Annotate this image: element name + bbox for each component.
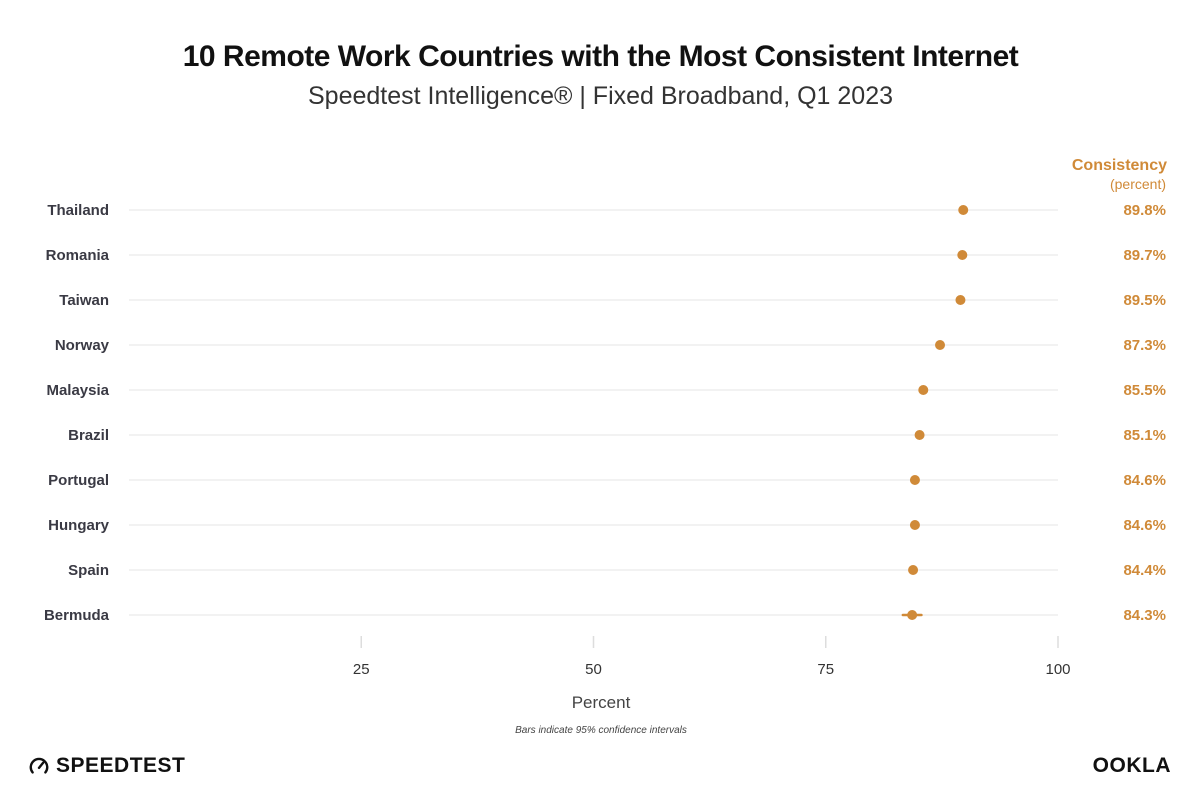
value-label: 89.7% [1123, 247, 1166, 264]
ookla-logo: OOKLA [1093, 754, 1171, 778]
category-label: Bermuda [44, 607, 110, 624]
data-point [909, 520, 920, 530]
value-label: 84.6% [1123, 517, 1166, 534]
value-label: 85.5% [1123, 382, 1166, 399]
speedtest-wordmark: SPEEDTEST [56, 754, 186, 777]
x-tick-label: 75 [817, 661, 834, 678]
category-label: Portugal [48, 472, 109, 489]
data-point [957, 250, 968, 260]
data-point [909, 475, 920, 485]
value-label: 89.8% [1123, 202, 1166, 219]
category-label: Spain [68, 562, 109, 579]
speedtest-logo: SPEEDTEST [28, 754, 185, 778]
speedometer-icon [29, 757, 49, 774]
category-label: Norway [55, 337, 110, 354]
value-label: 85.1% [1123, 427, 1166, 444]
data-point [955, 295, 966, 305]
x-tick-label: 50 [585, 661, 602, 678]
x-axis-label: Percent [572, 693, 631, 712]
value-column-title: Consistency [1072, 157, 1167, 174]
category-label: Brazil [68, 427, 109, 444]
value-label: 84.4% [1123, 562, 1166, 579]
data-point [908, 565, 919, 575]
value-label: 87.3% [1123, 337, 1166, 354]
data-point [918, 385, 929, 395]
data-point [914, 430, 925, 440]
category-label: Romania [46, 247, 110, 264]
data-point [958, 205, 969, 215]
category-label: Hungary [48, 517, 110, 534]
ci-footnote: Bars indicate 95% confidence intervals [515, 725, 687, 736]
chart-title: 10 Remote Work Countries with the Most C… [182, 40, 1019, 73]
value-label: 84.6% [1123, 472, 1166, 489]
value-label: 89.5% [1123, 292, 1166, 309]
ookla-wordmark: OOKLA [1092, 754, 1171, 777]
category-label: Thailand [47, 202, 109, 219]
category-label: Taiwan [59, 292, 109, 309]
x-tick-label: 100 [1045, 661, 1070, 678]
data-point [907, 610, 918, 620]
category-label: Malaysia [46, 382, 109, 399]
value-label: 84.3% [1123, 607, 1166, 624]
value-column-unit: (percent) [1110, 176, 1166, 192]
x-tick-label: 25 [353, 661, 370, 678]
data-point [935, 340, 946, 350]
chart-subtitle: Speedtest Intelligence® | Fixed Broadban… [307, 82, 894, 110]
